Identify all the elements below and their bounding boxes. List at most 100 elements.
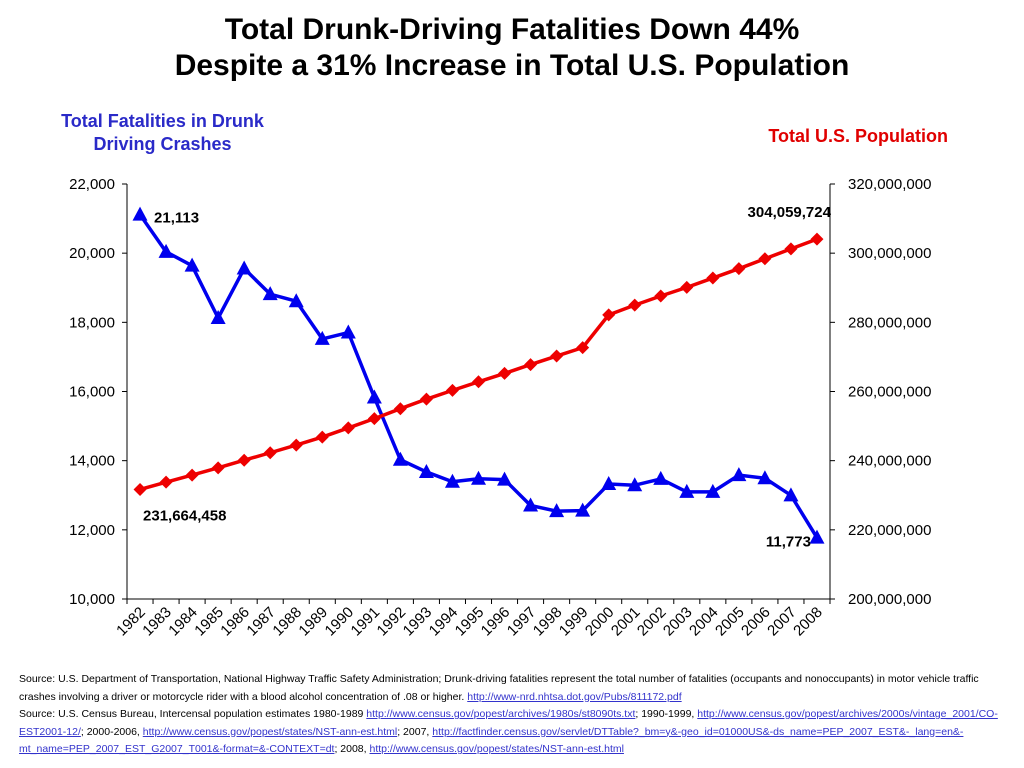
population-point bbox=[498, 366, 512, 380]
population-point bbox=[602, 308, 616, 322]
left-axis-title-line1: Total Fatalities in Drunk bbox=[61, 111, 264, 131]
x-axis-tick-label: 2007 bbox=[764, 604, 800, 640]
x-axis-tick-label: 1999 bbox=[556, 604, 592, 640]
x-axis-tick-label: 1985 bbox=[191, 604, 227, 640]
right-axis-title: Total U.S. Population bbox=[768, 126, 948, 146]
population-point bbox=[133, 482, 147, 496]
source-nhtsa-text: Source: U.S. Department of Transportatio… bbox=[19, 673, 979, 703]
x-axis-tick-label: 1991 bbox=[348, 604, 384, 640]
fatalities-point bbox=[705, 483, 721, 498]
fatalities-point bbox=[288, 293, 304, 308]
last-fatalities-label: 11,773 bbox=[766, 534, 811, 551]
population-point bbox=[211, 461, 225, 475]
population-point bbox=[784, 242, 798, 256]
population-point bbox=[550, 349, 564, 363]
fatalities-point bbox=[392, 451, 408, 466]
x-axis-tick-label: 2008 bbox=[790, 604, 826, 640]
fatalities-point bbox=[158, 243, 174, 258]
fatalities-point bbox=[444, 473, 460, 488]
population-point bbox=[367, 412, 381, 426]
population-point bbox=[680, 280, 694, 294]
fatalities-point bbox=[210, 310, 226, 325]
fatalities-point bbox=[809, 529, 825, 544]
fatalities-point bbox=[497, 471, 513, 486]
fatalities-point bbox=[366, 389, 382, 404]
x-axis-tick-label: 1992 bbox=[374, 604, 410, 640]
x-axis-tick-label: 1994 bbox=[426, 604, 462, 640]
left-axis-tick-label: 20,000 bbox=[69, 245, 115, 262]
fatalities-point bbox=[184, 257, 200, 272]
source-nhtsa-link[interactable]: http://www-nrd.nhtsa.dot.gov/Pubs/811172… bbox=[467, 690, 682, 703]
source-census: Source: U.S. Census Bureau, Intercensal … bbox=[19, 706, 1009, 759]
x-axis-tick-label: 1995 bbox=[452, 604, 488, 640]
population-point bbox=[576, 341, 590, 355]
first-population-label: 231,664,458 bbox=[143, 507, 226, 524]
x-axis-tick-label: 1993 bbox=[400, 604, 436, 640]
x-axis-tick-label: 2004 bbox=[686, 604, 722, 640]
left-axis-title: Total Fatalities in Drunk Driving Crashe… bbox=[40, 110, 285, 156]
x-axis-tick-label: 2005 bbox=[712, 604, 748, 640]
left-axis-tick-label: 16,000 bbox=[69, 384, 115, 401]
left-axis-tick-label: 12,000 bbox=[69, 522, 115, 539]
population-point bbox=[393, 402, 407, 416]
population-point bbox=[315, 430, 329, 444]
source-census-link-1990s[interactable]: http://www.census.gov/popest/archives/20… bbox=[19, 708, 998, 738]
chart-title-line2: Despite a 31% Increase in Total U.S. Pop… bbox=[174, 49, 850, 82]
x-axis-tick-label: 1987 bbox=[243, 604, 279, 640]
left-axis-tick-label: 22,000 bbox=[69, 176, 115, 193]
source-census-sep-4: ; 2008, bbox=[334, 743, 367, 755]
x-axis-tick-label: 2001 bbox=[608, 604, 644, 640]
population-point bbox=[341, 421, 355, 435]
source-census-sep-2: ; 2000-2006, bbox=[80, 725, 140, 738]
right-axis-tick-label: 220,000,000 bbox=[848, 522, 931, 539]
fatalities-point bbox=[575, 502, 591, 517]
first-fatalities-label: 21,113 bbox=[154, 210, 199, 227]
last-population-label: 304,059,724 bbox=[748, 204, 832, 221]
source-census-link-2007[interactable]: http://factfinder.census.gov/servlet/DTT… bbox=[19, 725, 964, 756]
fatalities-point bbox=[314, 330, 330, 345]
x-axis-tick-label: 1989 bbox=[295, 604, 331, 640]
population-point bbox=[445, 383, 459, 397]
fatalities-point bbox=[757, 470, 773, 485]
population-point bbox=[706, 271, 720, 285]
right-axis-tick-label: 200,000,000 bbox=[848, 591, 931, 608]
fatalities-point bbox=[340, 324, 356, 339]
source-census-sep-1: ; 1990-1999, bbox=[635, 708, 695, 720]
fatalities-point bbox=[601, 476, 617, 491]
x-axis-tick-label: 1986 bbox=[217, 604, 253, 640]
fatalities-point bbox=[523, 497, 539, 512]
x-axis-tick-label: 1998 bbox=[530, 604, 566, 640]
population-point bbox=[263, 446, 277, 460]
left-axis-title-line2: Driving Crashes bbox=[93, 134, 232, 154]
x-axis-tick-label: 2002 bbox=[634, 604, 670, 640]
population-point bbox=[810, 232, 824, 246]
population-point bbox=[472, 375, 485, 389]
x-axis-tick-label: 1997 bbox=[504, 604, 540, 640]
source-census-link-1980s[interactable]: http://www.census.gov/popest/archives/19… bbox=[366, 708, 636, 720]
population-point bbox=[159, 475, 173, 489]
fatalities-point bbox=[262, 286, 278, 301]
population-point bbox=[419, 392, 433, 406]
right-axis-tick-label: 300,000,000 bbox=[848, 245, 931, 262]
source-census-link-2008[interactable]: http://www.census.gov/popest/states/NST-… bbox=[369, 743, 624, 755]
fatalities-point bbox=[731, 467, 747, 482]
population-point bbox=[732, 262, 746, 276]
x-axis-tick-label: 1982 bbox=[113, 604, 149, 640]
source-nhtsa: Source: U.S. Department of Transportatio… bbox=[19, 671, 1009, 706]
right-axis-tick-label: 320,000,000 bbox=[848, 176, 931, 193]
right-axis-tick-label: 240,000,000 bbox=[848, 453, 931, 470]
population-point bbox=[185, 468, 199, 482]
fatalities-point bbox=[627, 477, 643, 492]
chart-title-line1: Total Drunk-Driving Fatalities Down 44% bbox=[224, 13, 800, 46]
fatalities-point bbox=[679, 483, 695, 498]
source-census-sep-3: ; 2007, bbox=[397, 725, 430, 738]
fatalities-point bbox=[132, 206, 148, 221]
x-axis-tick-label: 1990 bbox=[322, 604, 358, 640]
right-axis-tick-label: 280,000,000 bbox=[848, 314, 931, 331]
population-point bbox=[289, 438, 303, 452]
chart-title: Total Drunk-Driving Fatalities Down 44% … bbox=[0, 12, 1024, 84]
fatalities-point bbox=[783, 487, 799, 502]
population-point bbox=[758, 252, 772, 266]
source-census-link-2000s[interactable]: http://www.census.gov/popest/states/NST-… bbox=[142, 725, 398, 738]
left-axis-tick-label: 14,000 bbox=[69, 453, 115, 470]
